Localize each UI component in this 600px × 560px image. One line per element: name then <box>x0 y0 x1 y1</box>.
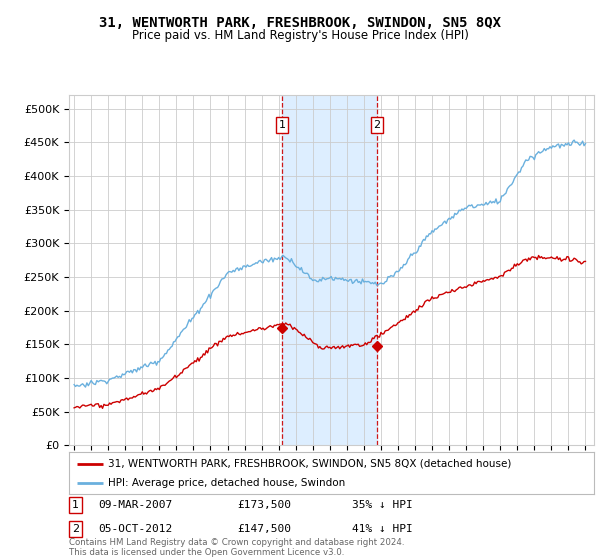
Text: 2: 2 <box>72 524 79 534</box>
Text: Price paid vs. HM Land Registry's House Price Index (HPI): Price paid vs. HM Land Registry's House … <box>131 29 469 42</box>
Text: Contains HM Land Registry data © Crown copyright and database right 2024.
This d: Contains HM Land Registry data © Crown c… <box>69 538 404 557</box>
Text: 41% ↓ HPI: 41% ↓ HPI <box>353 524 413 534</box>
Text: £173,500: £173,500 <box>237 500 291 510</box>
Text: £147,500: £147,500 <box>237 524 291 534</box>
Text: 31, WENTWORTH PARK, FRESHBROOK, SWINDON, SN5 8QX (detached house): 31, WENTWORTH PARK, FRESHBROOK, SWINDON,… <box>109 459 512 469</box>
Text: 31, WENTWORTH PARK, FRESHBROOK, SWINDON, SN5 8QX: 31, WENTWORTH PARK, FRESHBROOK, SWINDON,… <box>99 16 501 30</box>
Text: HPI: Average price, detached house, Swindon: HPI: Average price, detached house, Swin… <box>109 478 346 488</box>
Text: 09-MAR-2007: 09-MAR-2007 <box>98 500 172 510</box>
Text: 2: 2 <box>373 120 380 130</box>
Text: 1: 1 <box>72 500 79 510</box>
Text: 05-OCT-2012: 05-OCT-2012 <box>98 524 172 534</box>
Text: 35% ↓ HPI: 35% ↓ HPI <box>353 500 413 510</box>
Text: 1: 1 <box>278 120 286 130</box>
Bar <box>282 95 377 445</box>
